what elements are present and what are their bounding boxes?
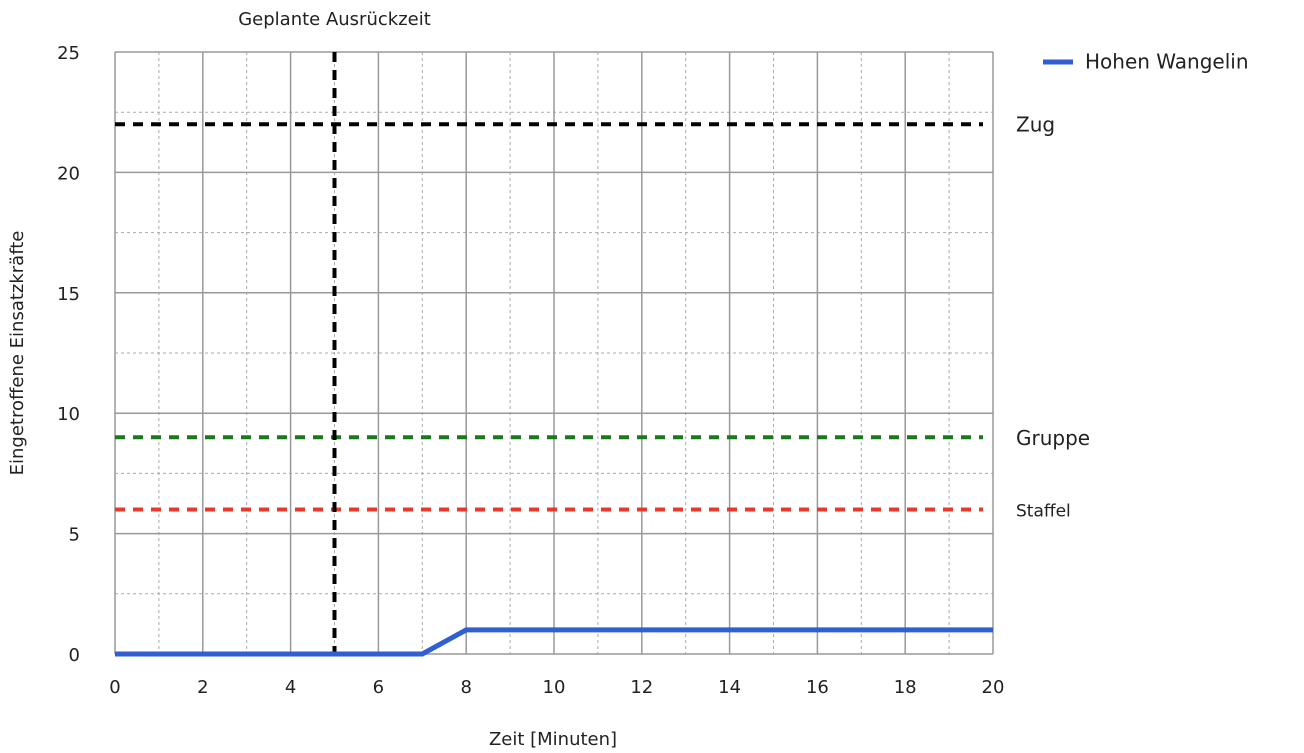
reference-label: Staffel (1016, 502, 1071, 522)
x-tick-label: 16 (806, 677, 829, 698)
x-tick-label: 14 (718, 677, 741, 698)
y-tick-label: 20 (57, 163, 80, 184)
reference-label: Zug (1016, 113, 1055, 137)
x-tick-label: 0 (109, 677, 120, 698)
x-tick-label: 2 (197, 677, 208, 698)
reference-label: Geplante Ausrückzeit (238, 9, 431, 30)
y-tick-label: 25 (57, 43, 80, 64)
x-tick-label: 18 (894, 677, 917, 698)
x-tick-label: 4 (285, 677, 296, 698)
y-tick-label: 15 (57, 284, 80, 305)
x-tick-label: 20 (982, 677, 1005, 698)
y-tick-label: 5 (69, 525, 80, 546)
y-tick-label: 0 (69, 645, 80, 666)
y-tick-label: 10 (57, 404, 80, 425)
x-axis-label: Zeit [Minuten] (489, 729, 617, 750)
x-tick-label: 10 (543, 677, 566, 698)
reference-label: Gruppe (1016, 426, 1090, 450)
legend-label: Hohen Wangelin (1085, 50, 1249, 74)
data-line (115, 627, 993, 657)
x-tick-label: 12 (630, 677, 653, 698)
y-axis-label: Eingetroffene Einsatzkräfte (7, 231, 28, 476)
x-tick-label: 6 (373, 677, 384, 698)
x-tick-label: 8 (460, 677, 471, 698)
